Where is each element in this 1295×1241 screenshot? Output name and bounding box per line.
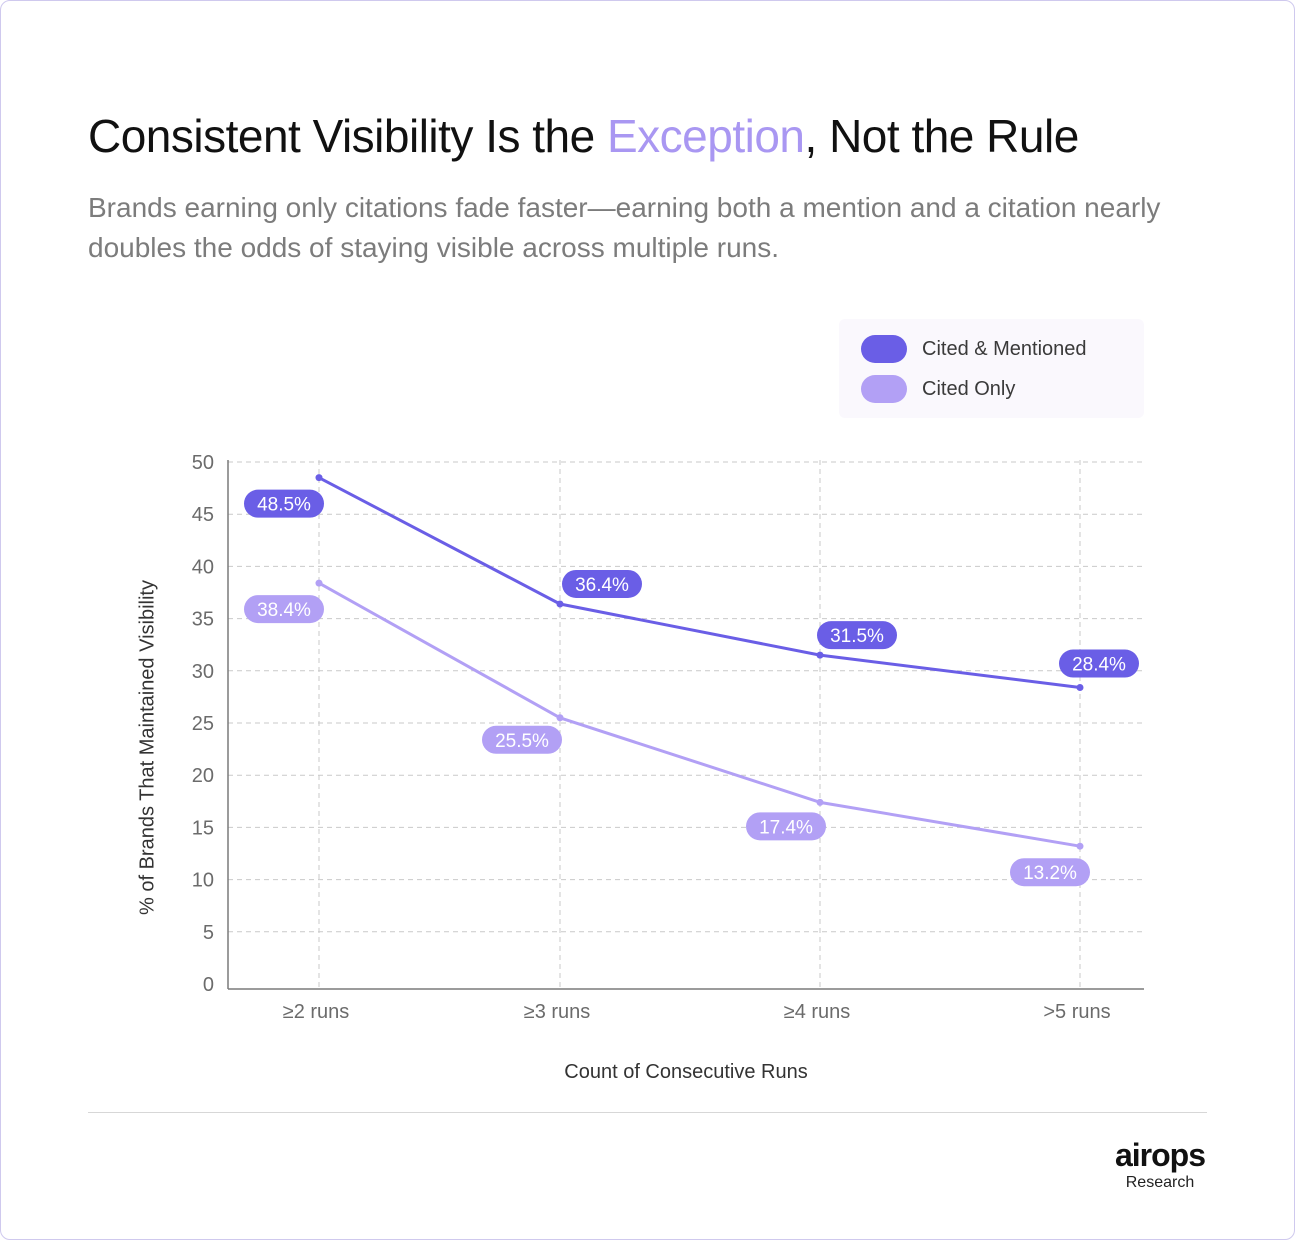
data-label: 28.4% (1072, 655, 1126, 676)
data-label-pill (746, 812, 826, 841)
data-label-pill (562, 569, 642, 598)
data-label: 36.4% (575, 575, 629, 596)
y-tick-label: 10 (192, 870, 214, 892)
chart-title: Consistent Visibility Is the Exception, … (88, 109, 1079, 163)
data-point (1076, 684, 1084, 692)
data-label: 13.2% (1023, 863, 1077, 884)
brand-logo: airops (1114, 1137, 1206, 1173)
legend-swatch-cited-mentioned (861, 335, 907, 363)
data-label-pill (244, 489, 324, 518)
x-tick-label: ≥4 runs (784, 1001, 851, 1023)
legend-label-cited-only: Cited Only (922, 377, 1016, 400)
y-axis-label: % of Brands That Maintained Visibility (136, 580, 159, 915)
data-label: 48.5% (257, 495, 311, 516)
title-part-1: Consistent Visibility Is the (88, 110, 607, 162)
legend-item-cited-only: Cited Only (861, 374, 1015, 404)
data-point (816, 798, 824, 806)
data-label: 25.5% (495, 731, 549, 752)
title-accent-word: Exception (607, 110, 805, 162)
y-tick-label: 50 (192, 452, 214, 474)
y-tick-label: 25 (192, 713, 214, 735)
x-tick-label: ≥2 runs (283, 1001, 350, 1023)
series-line-0 (317, 476, 1082, 690)
y-tick-label: 20 (192, 765, 214, 787)
data-point (816, 651, 824, 659)
y-tick-label: 15 (192, 817, 214, 839)
data-point (556, 600, 564, 608)
legend-swatch-cited-only (861, 375, 907, 403)
data-label-pill (817, 621, 897, 650)
chart-subtitle: Brands earning only citations fade faste… (88, 192, 1161, 263)
data-label-pill (1010, 858, 1090, 887)
data-label: 31.5% (830, 626, 884, 647)
y-tick-label: 35 (192, 609, 214, 631)
footer-divider (88, 1112, 1207, 1113)
data-point (1076, 842, 1084, 850)
brand-block: airops Research (1101, 1136, 1219, 1192)
series-line-1 (317, 581, 1082, 848)
data-label: 38.4% (257, 600, 311, 621)
title-part-2: , Not the Rule (804, 110, 1080, 162)
data-label-pill (482, 725, 562, 754)
y-tick-label: 5 (203, 922, 214, 944)
legend-label-cited-mentioned: Cited & Mentioned (922, 337, 1087, 360)
x-tick-label: >5 runs (1043, 1001, 1110, 1023)
data-point (556, 714, 564, 722)
x-axis-label: Count of Consecutive Runs (564, 1061, 808, 1083)
x-tick-label: ≥3 runs (524, 1001, 591, 1023)
y-tick-label: 0 (203, 974, 214, 996)
y-tick-label: 45 (192, 504, 214, 526)
data-label-pill (244, 595, 324, 624)
brand-subtitle: Research (1125, 1174, 1195, 1191)
y-tick-label: 30 (192, 661, 214, 683)
data-label: 17.4% (759, 817, 813, 838)
data-point (315, 474, 323, 482)
data-label-pill (1059, 649, 1139, 678)
y-tick-label: 40 (192, 556, 214, 578)
legend-item-cited-mentioned: Cited & Mentioned (861, 334, 1087, 364)
data-point (315, 579, 323, 587)
legend: Cited & Mentioned Cited Only (839, 319, 1144, 418)
